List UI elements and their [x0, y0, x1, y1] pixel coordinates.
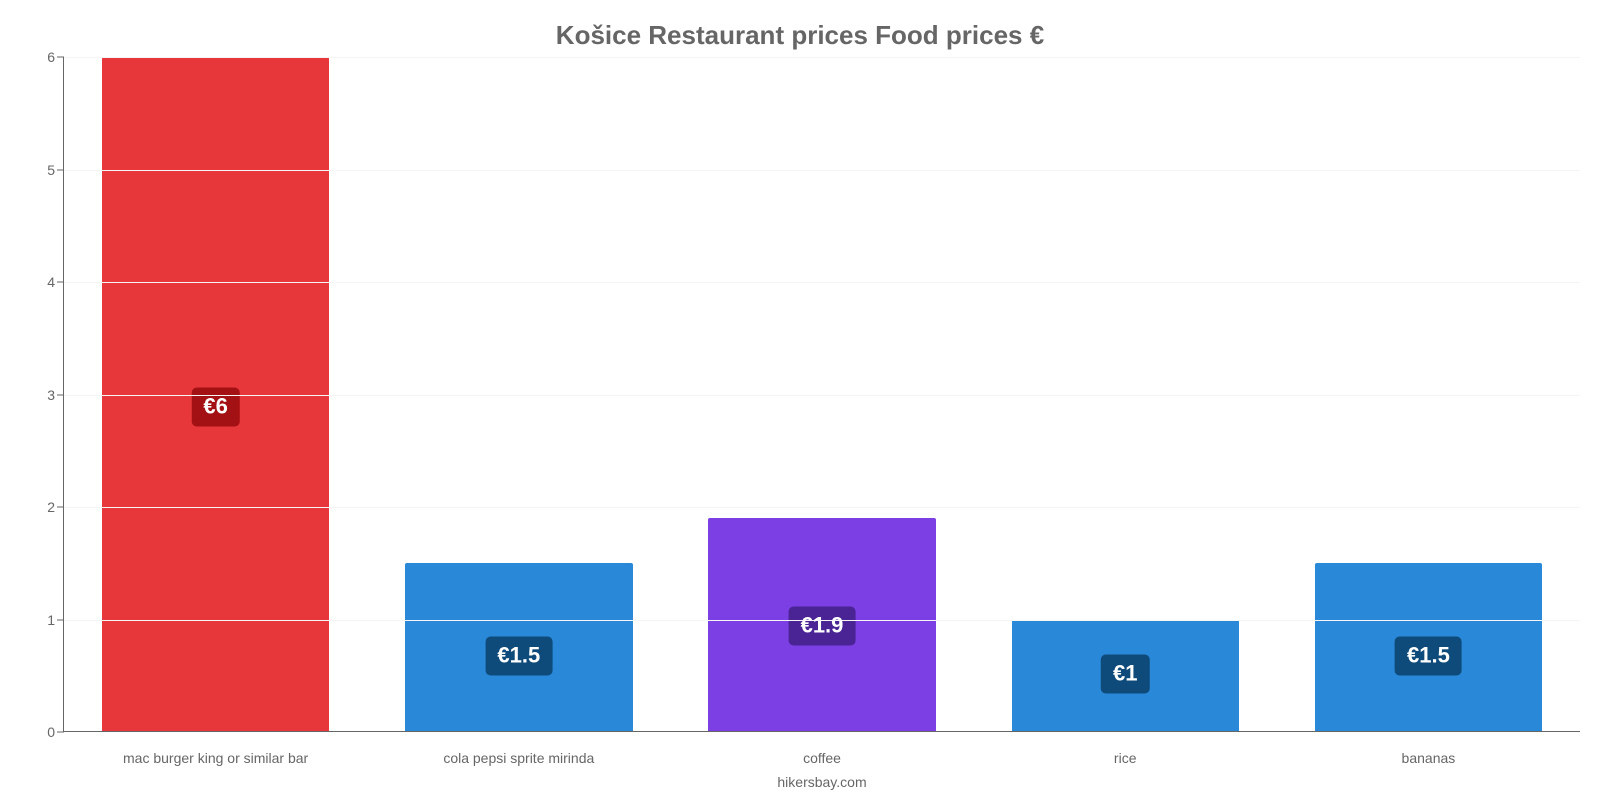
bar-value-label: €6 [191, 387, 239, 426]
y-tick-mark [57, 169, 64, 170]
bar: €1.9 [708, 518, 935, 732]
y-tick-mark [57, 619, 64, 620]
grid-line [64, 57, 1580, 58]
chart-title: Košice Restaurant prices Food prices € [20, 20, 1580, 51]
y-tick-label: 2 [47, 499, 55, 515]
y-tick-mark [57, 57, 64, 58]
grid-line [64, 507, 1580, 508]
plot-area: €6 €1.5 €1.9 €1 €1.5 [64, 57, 1580, 732]
x-axis-row: mac burger king or similar barcola pepsi… [20, 731, 1580, 766]
x-axis: mac burger king or similar barcola pepsi… [64, 731, 1580, 766]
y-tick-label: 1 [47, 612, 55, 628]
bar-value-label: €1.5 [1395, 637, 1462, 676]
x-axis-spacer [20, 731, 64, 766]
grid-line [64, 282, 1580, 283]
grid-line [64, 395, 1580, 396]
y-axis: 0123456 [20, 57, 64, 732]
y-tick-label: 6 [47, 49, 55, 65]
bar-value-label: €1.5 [485, 637, 552, 676]
y-tick-label: 5 [47, 162, 55, 178]
x-category-label: bananas [1277, 732, 1580, 766]
plot-row: 0123456 €6€1.5€1.9€1€1.5 [20, 57, 1580, 732]
y-tick-mark [57, 394, 64, 395]
bar-value-label: €1 [1101, 655, 1149, 694]
y-tick-mark [57, 282, 64, 283]
bar: €1 [1012, 620, 1239, 733]
y-tick-label: 0 [47, 724, 55, 740]
grid-line [64, 170, 1580, 171]
y-tick-mark [57, 507, 64, 508]
price-chart: Košice Restaurant prices Food prices € 0… [0, 0, 1600, 800]
x-category-label: cola pepsi sprite mirinda [367, 732, 670, 766]
bar-value-label: €1.9 [789, 606, 856, 645]
bar: €1.5 [405, 563, 632, 732]
x-category-label: rice [974, 732, 1277, 766]
bar: €1.5 [1315, 563, 1542, 732]
y-tick-mark [57, 732, 64, 733]
y-tick-label: 4 [47, 274, 55, 290]
chart-caption: hikersbay.com [20, 774, 1580, 790]
grid-line [64, 620, 1580, 621]
x-category-label: mac burger king or similar bar [64, 732, 367, 766]
y-tick-label: 3 [47, 387, 55, 403]
x-category-label: coffee [670, 732, 973, 766]
